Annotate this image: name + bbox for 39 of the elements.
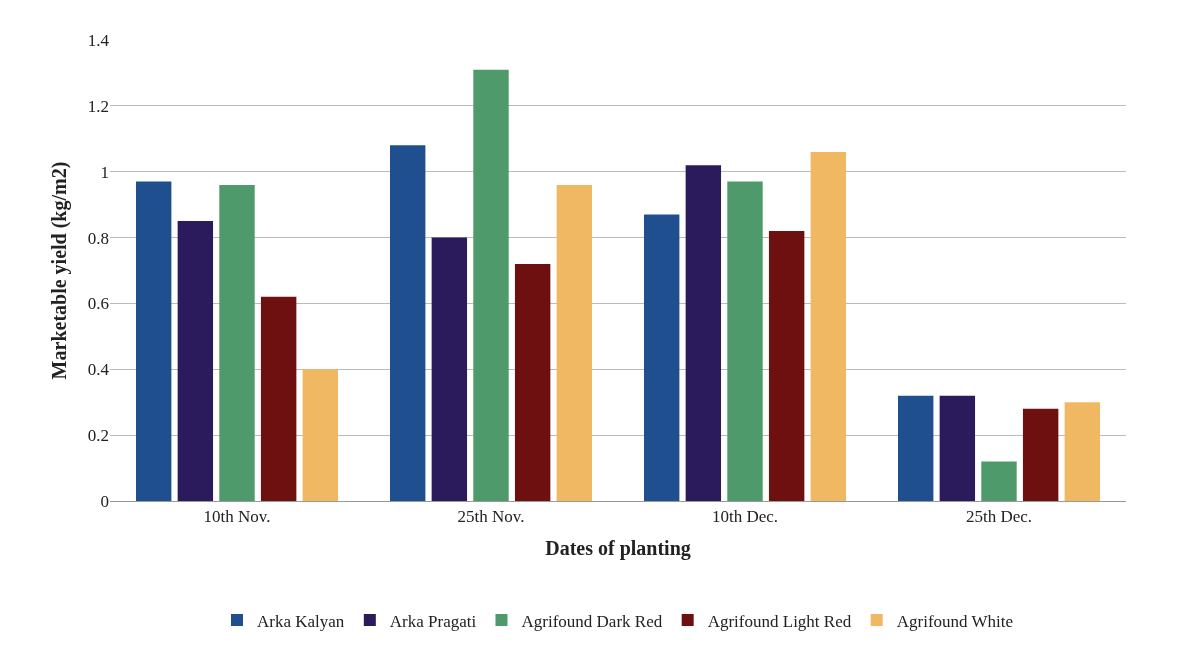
bar <box>473 69 509 501</box>
bar <box>727 181 763 501</box>
bar <box>1022 408 1059 501</box>
bar <box>897 395 934 501</box>
bar <box>219 184 255 501</box>
legend-label: Arka Kalyan <box>257 611 345 631</box>
bar <box>135 181 172 501</box>
bar <box>768 230 805 501</box>
bar <box>685 165 722 501</box>
legend-label: Agrifound White <box>896 611 1014 631</box>
x-tick-label: 25th Nov. <box>457 507 525 527</box>
bar <box>810 151 847 501</box>
y-tick-label: 0.4 <box>87 360 110 380</box>
bar <box>643 214 680 501</box>
bar <box>981 461 1017 501</box>
x-tick-label: 10th Dec. <box>711 507 779 527</box>
y-tick-label: 1.2 <box>87 96 109 116</box>
bar <box>939 395 976 501</box>
bar <box>514 263 551 501</box>
legend-label: Arka Pragati <box>389 611 477 631</box>
bar <box>260 296 297 501</box>
legend-label: Agrifound Dark Red <box>521 611 663 631</box>
y-tick-label: 0.6 <box>87 294 109 314</box>
bar <box>177 221 214 501</box>
x-tick-label: 25th Dec. <box>965 507 1033 527</box>
y-tick-label: 1.4 <box>87 30 110 50</box>
y-tick-label: 1 <box>100 162 109 182</box>
y-axis-title: Marketable yield (kg/m2) <box>48 161 72 380</box>
bar <box>1064 402 1101 501</box>
y-tick-label: 0 <box>100 491 109 511</box>
bar <box>556 184 593 501</box>
x-tick-label: 10th Nov. <box>203 507 271 527</box>
bar <box>389 145 426 501</box>
bar <box>302 369 339 501</box>
legend-label: Agrifound Light Red <box>707 611 852 631</box>
x-axis-title: Dates of planting <box>545 536 691 560</box>
y-tick-label: 0.8 <box>87 228 109 248</box>
bar <box>431 237 468 501</box>
y-tick-label: 0.2 <box>87 426 109 446</box>
